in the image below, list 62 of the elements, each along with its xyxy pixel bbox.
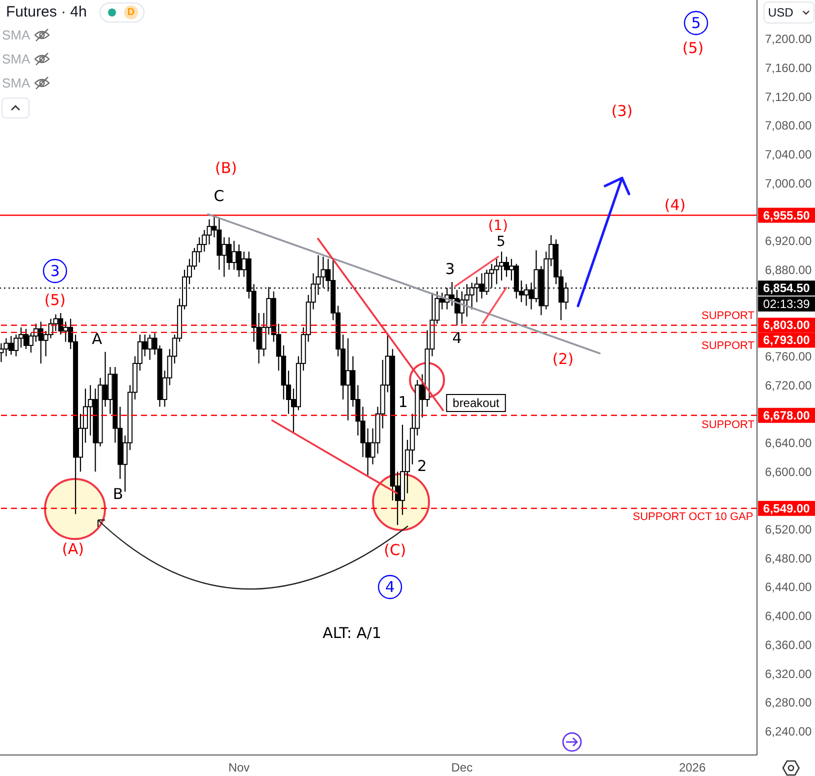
x-tick-label: Dec xyxy=(451,760,473,775)
annotation: 1 xyxy=(398,393,408,411)
ref-line-label: 6,803.00 xyxy=(763,318,810,332)
annotation: (B) xyxy=(215,159,237,177)
ref-line-label: 6,793.00 xyxy=(763,333,810,348)
annotation: SUPPORT xyxy=(702,419,755,431)
y-axis-title: USD xyxy=(768,6,794,20)
y-tick-label: 6,360.00 xyxy=(765,638,812,652)
annotation: (4) xyxy=(664,196,686,214)
y-tick-label: 7,120.00 xyxy=(765,90,812,104)
y-tick-label: 6,720.00 xyxy=(765,378,812,392)
ref-line-label: 6,678.00 xyxy=(763,408,810,422)
annotation: 4 xyxy=(385,578,395,596)
ref-line-label: 6,549.00 xyxy=(763,501,810,516)
annotation: 5 xyxy=(496,234,506,250)
annotation: 3 xyxy=(50,262,60,280)
annotation: B xyxy=(112,485,124,503)
annotation: (A) xyxy=(62,540,84,558)
annotation: 3 xyxy=(445,260,455,278)
annotation: (5) xyxy=(682,39,704,57)
y-tick-label: 6,920.00 xyxy=(765,234,812,248)
y-tick-label: 6,520.00 xyxy=(765,522,812,537)
annotation: SUPPORT OCT 10 GAP xyxy=(632,511,754,523)
annotation: C xyxy=(214,187,224,205)
y-tick-label: 7,000.00 xyxy=(765,176,812,190)
annotation: (5) xyxy=(44,291,66,309)
y-tick-label: 6,600.00 xyxy=(765,464,812,479)
annotation: (2) xyxy=(552,350,574,368)
ref-line-label: 6,955.50 xyxy=(763,208,810,222)
y-tick-label: 6,440.00 xyxy=(765,580,812,594)
x-tick-label: 2026 xyxy=(678,760,706,775)
text: 02:13:39 xyxy=(763,297,810,311)
annotation: 4 xyxy=(452,329,462,347)
annotation: 2 xyxy=(417,457,427,475)
y-tick-label: 7,200.00 xyxy=(765,32,812,46)
annotation: D xyxy=(127,7,135,18)
y-tick-label: 6,320.00 xyxy=(765,666,812,681)
annotation: SMA xyxy=(2,52,30,66)
y-tick-label: 7,080.00 xyxy=(765,118,812,133)
ref-line-label: 6,854.50 xyxy=(763,281,810,296)
y-tick-label: 6,880.00 xyxy=(765,262,812,277)
annotation: SMA xyxy=(2,28,30,42)
y-tick-label: 6,240.00 xyxy=(765,724,812,738)
y-tick-label: 6,480.00 xyxy=(765,551,812,566)
annotation: SMA xyxy=(2,76,30,90)
y-tick-label: 6,280.00 xyxy=(765,696,812,710)
annotation: ALT: A/1 xyxy=(322,624,382,642)
annotation: SUPPORT xyxy=(702,340,755,352)
x-tick-label: Nov xyxy=(228,760,250,775)
annotation: SUPPORT xyxy=(702,310,755,322)
annotation: (3) xyxy=(611,102,633,120)
y-tick-label: 6,400.00 xyxy=(765,609,812,624)
y-tick-label: 6,640.00 xyxy=(765,436,812,450)
y-tick-label: 7,160.00 xyxy=(765,61,812,76)
annotation: (C) xyxy=(384,541,406,559)
annotation: 5 xyxy=(691,14,701,32)
y-tick-label: 7,040.00 xyxy=(765,148,812,162)
y-tick-label: 6,760.00 xyxy=(765,349,812,364)
annotation: breakout xyxy=(452,396,500,410)
annotation: A xyxy=(92,330,103,348)
annotation: (1) xyxy=(488,218,508,234)
chart-title: Futures · 4h xyxy=(6,4,87,20)
